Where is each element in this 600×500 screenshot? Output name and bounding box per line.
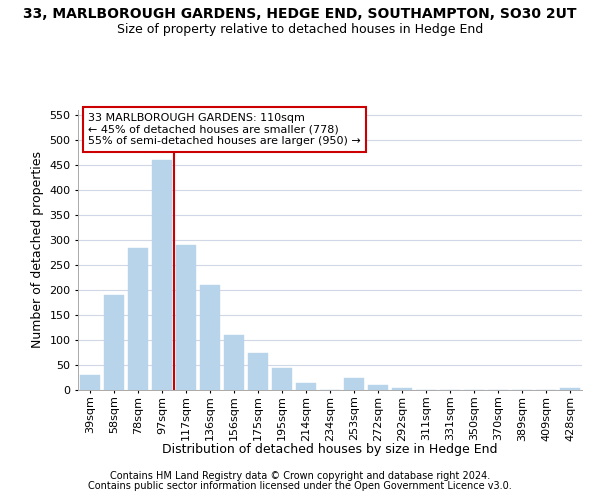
Text: Contains public sector information licensed under the Open Government Licence v3: Contains public sector information licen… (88, 481, 512, 491)
Bar (80, 375, 100, 390)
Text: Size of property relative to detached houses in Hedge End: Size of property relative to detached ho… (117, 22, 483, 36)
Bar (560, 388, 580, 390)
Text: Distribution of detached houses by size in Hedge End: Distribution of detached houses by size … (162, 442, 498, 456)
Text: 33, MARLBOROUGH GARDENS, HEDGE END, SOUTHAMPTON, SO30 2UT: 33, MARLBOROUGH GARDENS, HEDGE END, SOUT… (23, 8, 577, 22)
Text: 33 MARLBOROUGH GARDENS: 110sqm
← 45% of detached houses are smaller (778)
55% of: 33 MARLBOROUGH GARDENS: 110sqm ← 45% of … (88, 113, 361, 146)
Bar (344, 378, 364, 390)
Bar (272, 368, 292, 390)
Bar (104, 295, 124, 390)
Bar (224, 335, 244, 390)
Text: Contains HM Land Registry data © Crown copyright and database right 2024.: Contains HM Land Registry data © Crown c… (110, 471, 490, 481)
Bar (200, 285, 220, 390)
Bar (392, 388, 412, 390)
Bar (248, 352, 268, 390)
Bar (176, 245, 196, 390)
Bar (152, 160, 172, 390)
Bar (128, 248, 148, 390)
Y-axis label: Number of detached properties: Number of detached properties (31, 152, 44, 348)
Bar (368, 385, 388, 390)
Bar (296, 382, 316, 390)
